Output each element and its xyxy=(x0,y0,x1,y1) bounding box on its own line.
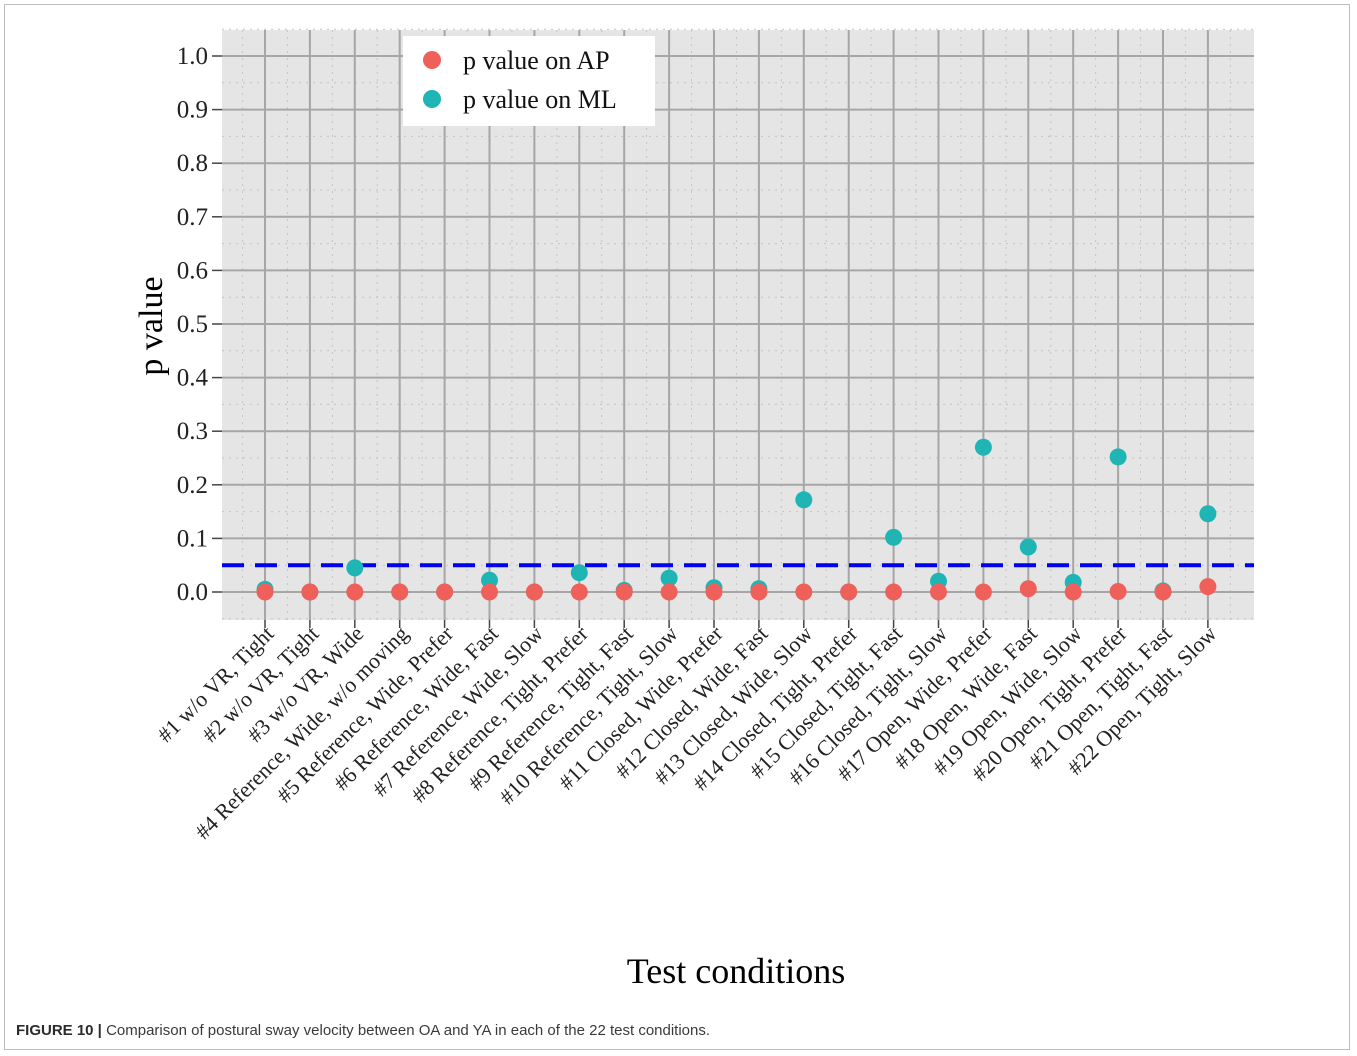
y-tick-label: 0.5 xyxy=(177,311,208,338)
point-ap xyxy=(1154,583,1172,601)
x-axis-title: Test conditions xyxy=(627,951,845,991)
point-ap xyxy=(1199,578,1217,596)
legend: p value on AP p value on ML xyxy=(403,36,655,126)
point-ap xyxy=(391,583,409,601)
point-ap xyxy=(256,583,274,601)
point-ml xyxy=(660,569,678,587)
point-ap xyxy=(1064,583,1082,601)
point-ml xyxy=(1199,505,1217,523)
caption-label: FIGURE 10 | xyxy=(16,1022,102,1039)
y-axis-title: p value xyxy=(133,276,170,375)
caption-text: Comparison of postural sway velocity bet… xyxy=(106,1022,711,1039)
y-tick-label: 0.7 xyxy=(177,204,208,231)
point-ap xyxy=(570,583,588,601)
figure-caption: FIGURE 10 | Comparison of postural sway … xyxy=(16,1022,710,1039)
point-ap xyxy=(436,583,454,601)
point-ap xyxy=(660,583,678,601)
point-ml xyxy=(346,559,364,577)
point-ap xyxy=(301,583,319,601)
legend-key-ml xyxy=(423,90,441,108)
point-ap xyxy=(1109,582,1127,600)
point-ap xyxy=(974,583,992,601)
legend-key-ap xyxy=(423,51,441,69)
y-tick-label: 0.3 xyxy=(177,418,208,445)
point-ap xyxy=(885,583,903,601)
point-ap xyxy=(930,583,947,601)
y-tick-label: 0.1 xyxy=(177,525,208,552)
y-tick-label: 0.8 xyxy=(177,150,208,177)
point-ap xyxy=(795,583,813,601)
legend-label-ap: p value on AP xyxy=(463,46,610,75)
point-ml xyxy=(885,528,903,546)
legend-label-ml: p value on ML xyxy=(463,85,617,114)
legend-box xyxy=(403,36,655,126)
point-ap xyxy=(750,583,768,601)
point-ml xyxy=(570,564,588,582)
point-ml xyxy=(974,438,992,456)
point-ap xyxy=(840,583,858,601)
data-points xyxy=(256,438,1217,601)
x-tick-labels: #1 w/o VR, Tight#2 w/o VR, Tight#3 w/o V… xyxy=(152,620,1222,844)
point-ap xyxy=(705,583,723,601)
y-tick-label: 0.9 xyxy=(177,97,208,124)
y-tick-label: 0.0 xyxy=(177,579,208,606)
point-ml xyxy=(1109,448,1127,466)
y-tick-label: 0.4 xyxy=(177,365,209,392)
point-ap xyxy=(481,583,498,601)
point-ml xyxy=(1019,538,1037,556)
point-ap xyxy=(615,583,633,601)
point-ap xyxy=(1019,580,1037,598)
y-tick-labels: 0.0 0.1 0.2 0.3 0.4 0.5 0.6 0.7 0.8 0.9 1.0 xyxy=(177,43,222,606)
point-ap xyxy=(525,583,543,601)
y-tick-label: 0.6 xyxy=(177,257,208,284)
y-tick-label: 1.0 xyxy=(177,43,208,70)
y-tick-label: 0.2 xyxy=(177,472,208,499)
point-ap xyxy=(346,583,364,601)
point-ml xyxy=(795,491,813,509)
point-ml xyxy=(481,571,498,589)
